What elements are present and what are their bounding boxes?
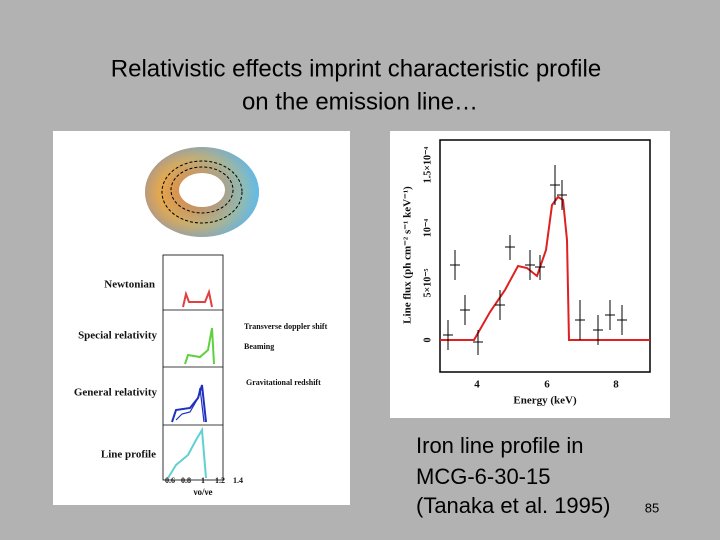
panel-label: Line profile bbox=[101, 449, 156, 461]
x-tick-label: 6 bbox=[544, 379, 550, 391]
title-line: Relativistic effects imprint characteris… bbox=[111, 55, 601, 82]
y-tick-label: 5×10⁻⁵ bbox=[422, 269, 433, 298]
x-tick-label: 0.6 bbox=[165, 476, 175, 485]
x-label: Energy (keV) bbox=[513, 395, 577, 407]
x-tick-label: 0.8 bbox=[181, 476, 191, 485]
x-tick-label: 1.4 bbox=[233, 476, 243, 485]
title-line: on the emission line… bbox=[242, 88, 478, 115]
annotation: Gravitational redshift bbox=[246, 378, 321, 387]
panel-label: Special relativity bbox=[78, 330, 157, 342]
panel-label: General relativity bbox=[74, 387, 158, 399]
y-label: Line flux (ph cm⁻² s⁻¹ keV⁻¹) bbox=[402, 186, 414, 324]
x-tick-label: 8 bbox=[613, 379, 619, 391]
caption-line: MCG-6-30-15 bbox=[416, 464, 550, 489]
annotation: Beaming bbox=[244, 342, 274, 351]
annotation: Transverse doppler shift bbox=[244, 322, 328, 331]
x-tick-label: 1.2 bbox=[215, 476, 225, 485]
y-tick-label: 1.5×10⁻⁴ bbox=[422, 147, 433, 183]
y-tick-label: 0 bbox=[422, 338, 433, 343]
caption-line: (Tanaka et al. 1995) bbox=[416, 493, 610, 518]
page-number: 85 bbox=[645, 500, 659, 515]
x-tick-label: 1 bbox=[201, 476, 205, 485]
y-tick-label: 10⁻⁴ bbox=[422, 219, 433, 237]
panel-label: Newtonian bbox=[104, 279, 155, 291]
x-tick-label: 4 bbox=[474, 379, 480, 391]
caption-line: Iron line profile in bbox=[416, 433, 584, 458]
right-figure: 4 6 8 Energy (keV) 0 5×10⁻⁵ 10⁻⁴ 1.5×10⁻… bbox=[390, 131, 670, 418]
left-figure: Newtonian Special relativity General rel… bbox=[53, 131, 350, 505]
x-label: νo/νe bbox=[192, 487, 212, 497]
